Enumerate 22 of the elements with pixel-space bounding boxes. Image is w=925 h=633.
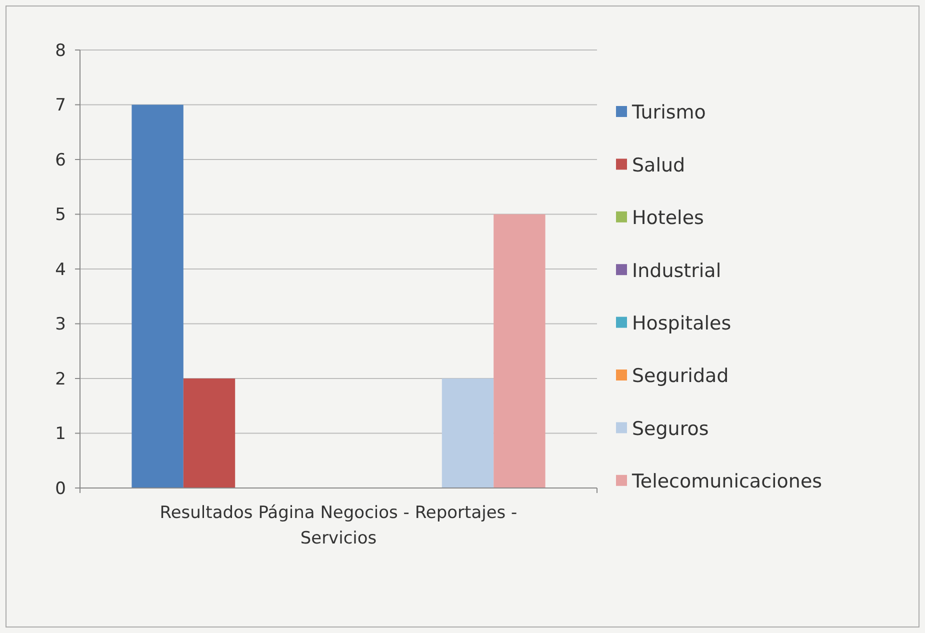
y-tick-label: 4 xyxy=(55,260,66,280)
legend-label: Salud xyxy=(632,154,686,176)
bar xyxy=(442,378,494,488)
legend-label: Industrial xyxy=(632,260,722,282)
y-tick-label: 2 xyxy=(55,369,66,390)
legend-label: Hospitales xyxy=(632,312,732,334)
bar xyxy=(183,378,236,488)
legend-label: Hoteles xyxy=(632,207,704,230)
legend-label: Telecomunicaciones xyxy=(631,470,822,493)
y-tick-label: 3 xyxy=(55,314,66,335)
bar xyxy=(494,214,546,488)
y-tick-label: 1 xyxy=(55,424,66,444)
x-tick-label: Resultados Página Negocios - Reportajes - Servicios xyxy=(160,503,518,548)
legend-label: Seguridad xyxy=(632,365,729,388)
y-tick-label: 6 xyxy=(55,150,66,170)
legend-label: Turismo xyxy=(631,102,706,124)
y-tick-label: 7 xyxy=(55,96,66,116)
y-tick-label: 0 xyxy=(55,478,66,499)
y-tick-label: 5 xyxy=(55,205,66,226)
bar xyxy=(132,104,184,488)
legend-label: Seguros xyxy=(632,418,709,440)
y-tick-label: 8 xyxy=(55,40,66,61)
